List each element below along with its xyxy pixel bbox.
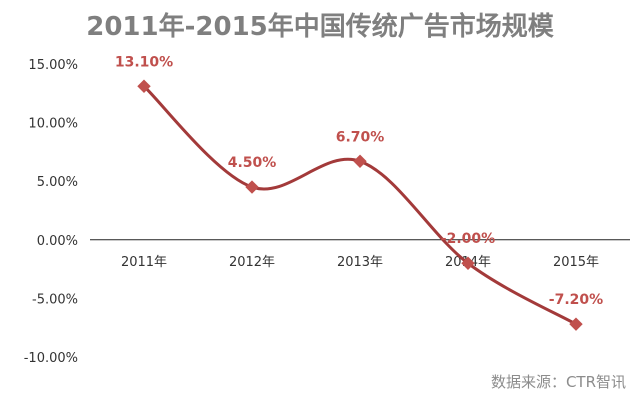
- source-note: 数据来源：CTR智讯: [490, 373, 626, 391]
- x-tick-label: 2011年: [121, 255, 167, 270]
- data-label: 4.50%: [228, 155, 277, 171]
- data-label: -2.00%: [441, 231, 495, 247]
- x-tick-label: 2013年: [337, 255, 383, 270]
- y-tick-label: 0.00%: [37, 234, 78, 249]
- data-label: -7.20%: [549, 292, 603, 308]
- data-point-marker: [137, 79, 151, 93]
- data-point-marker: [569, 317, 583, 331]
- x-tick-label: 2015年: [553, 255, 599, 270]
- data-label: 13.10%: [115, 54, 173, 70]
- y-tick-label: -10.00%: [24, 351, 78, 366]
- series-line: [142, 84, 578, 326]
- y-tick-label: 10.00%: [28, 117, 78, 132]
- x-tick-label: 2012年: [229, 255, 275, 270]
- data-point-marker: [245, 180, 259, 194]
- y-tick-label: 5.00%: [37, 175, 78, 190]
- data-point-marker: [461, 256, 475, 270]
- chart-title: 2011年-2015年中国传统广告市场规模: [86, 12, 554, 42]
- data-label: 6.70%: [336, 129, 385, 145]
- data-point-marker: [353, 154, 367, 168]
- y-tick-label: -5.00%: [32, 292, 78, 307]
- y-tick-label: 15.00%: [28, 58, 78, 73]
